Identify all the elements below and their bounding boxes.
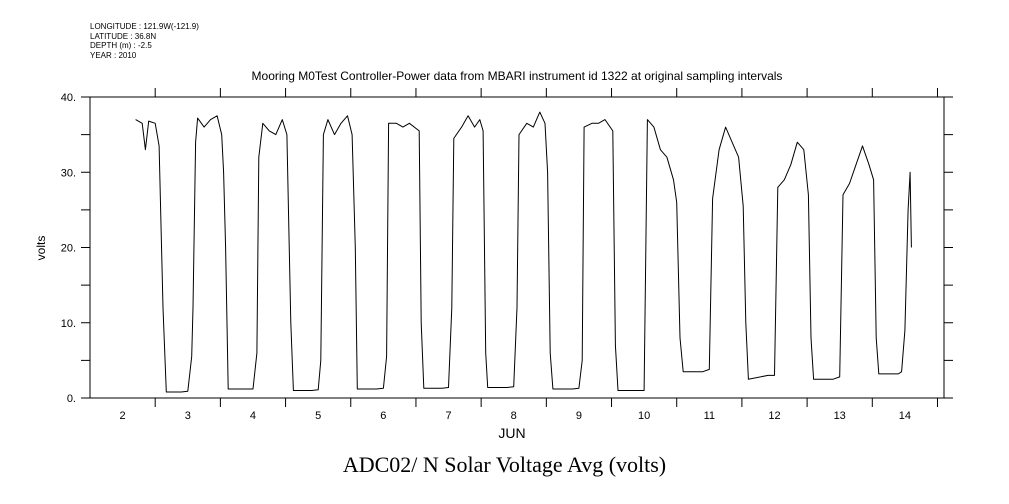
x-tick-label: 5 <box>315 410 321 422</box>
series-line <box>135 111 912 393</box>
x-tick-label: 4 <box>250 410 256 422</box>
depth-label: DEPTH (m) : -2.5 <box>90 41 152 50</box>
y-tick-label: 0. <box>67 393 76 405</box>
longitude-label: LONGITUDE : 121.9W(-121.9) <box>90 22 199 31</box>
series-group <box>135 111 912 393</box>
x-tick-label: 6 <box>380 410 386 422</box>
x-axis-label: JUN <box>498 425 525 441</box>
x-axis: 2 3 4 5 6 7 8 9 10 11 12 13 14 <box>120 88 938 422</box>
year-label: YEAR : 2010 <box>90 50 137 60</box>
y-tick-label: 10. <box>61 318 76 330</box>
chart-title: Mooring M0Test Controller-Power data fro… <box>251 69 783 83</box>
x-tick-label: 3 <box>185 410 191 422</box>
chart-caption: ADC02/ N Solar Voltage Avg (volts) <box>342 452 667 477</box>
x-tick-label: 11 <box>704 410 715 422</box>
y-tick-label: 30. <box>61 167 76 179</box>
x-tick-label: 13 <box>834 410 846 422</box>
latitude-label: LATITUDE : 36.8N <box>90 31 157 41</box>
x-tick-label: 8 <box>511 410 517 422</box>
y-axis-label: volts <box>34 236 48 261</box>
station-info: LONGITUDE : 121.9W(-121.9) LATITUDE : 36… <box>90 22 199 60</box>
y-tick-label: 40. <box>61 92 76 104</box>
plot-frame <box>89 96 945 399</box>
x-tick-label: 12 <box>768 410 780 422</box>
x-tick-label: 14 <box>899 410 911 422</box>
x-tick-label: 10 <box>638 410 650 422</box>
x-tick-label: 9 <box>576 410 582 422</box>
x-tick-label: 2 <box>120 410 126 422</box>
y-tick-label: 20. <box>61 243 76 255</box>
x-tick-label: 7 <box>445 410 451 422</box>
y-axis: 0. 10. 20. 30. 40. <box>61 92 953 405</box>
